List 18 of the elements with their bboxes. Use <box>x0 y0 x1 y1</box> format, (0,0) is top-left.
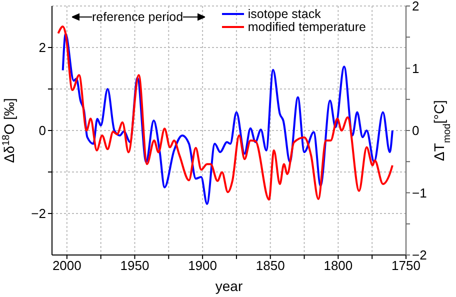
y-tick-label: 2 <box>38 40 46 56</box>
x-tick-label: 1950 <box>120 258 150 274</box>
x-tick-label: 1750 <box>392 258 420 274</box>
annotation: reference period <box>92 10 184 24</box>
x-tick-label: 1900 <box>188 258 218 274</box>
x-tick-label: 1800 <box>324 258 353 274</box>
x-tick-label: 1850 <box>256 258 285 274</box>
y2-tick-label: 1 <box>412 60 420 76</box>
legend-label: isotope stack <box>248 7 321 21</box>
legend-label: modified temperature <box>248 20 366 34</box>
y-tick-label: −2 <box>31 206 46 222</box>
double-headed-arrow-label: reference period <box>72 10 206 24</box>
y2-tick-label: −1 <box>412 185 427 200</box>
y2-tick-label: 0 <box>412 123 420 138</box>
y2-tick-label: 2 <box>412 0 420 14</box>
y-tick-label: 0 <box>38 123 46 138</box>
x-axis-title: year <box>215 278 243 294</box>
x-tick-label: 2000 <box>52 258 82 274</box>
